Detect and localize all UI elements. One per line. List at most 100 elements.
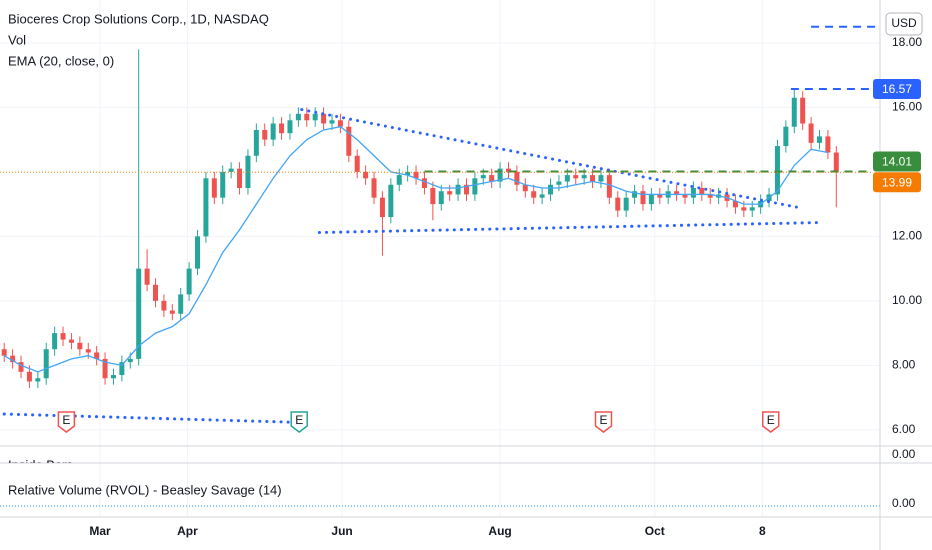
- candle-body: [640, 191, 646, 205]
- price-label: 16.57: [882, 82, 912, 96]
- candle-body: [506, 168, 512, 172]
- candle-body: [253, 129, 259, 156]
- candle-body: [1, 349, 7, 356]
- candle-body: [623, 197, 629, 211]
- candle-body: [354, 155, 360, 172]
- candle-body: [455, 184, 461, 195]
- candle-body: [245, 155, 251, 188]
- candle-body: [152, 284, 158, 301]
- candle-body: [228, 168, 234, 172]
- candle-body: [195, 236, 201, 269]
- candle-body: [77, 342, 83, 350]
- x-tick-label: 8: [759, 524, 766, 538]
- candle-body: [707, 194, 713, 198]
- candle-body: [337, 120, 343, 127]
- candle-body: [816, 136, 822, 143]
- candle-body: [211, 178, 217, 198]
- candle-body: [94, 352, 100, 359]
- candle-body: [279, 123, 285, 134]
- currency-label[interactable]: USD: [891, 16, 917, 30]
- candle-body: [18, 362, 24, 372]
- price-label-box: [873, 79, 921, 99]
- candle-body: [472, 178, 478, 195]
- candle-body: [590, 175, 596, 182]
- candle-body: [438, 191, 444, 205]
- candle-body: [699, 187, 705, 195]
- candle-body: [102, 358, 108, 379]
- earnings-label: E: [62, 413, 70, 427]
- candle-body: [657, 194, 663, 198]
- candle-body: [68, 339, 74, 343]
- earnings-marker: [761, 411, 780, 433]
- price-label-box: [873, 172, 921, 193]
- candle-body: [85, 349, 91, 353]
- candle-body: [833, 152, 839, 173]
- candle-body: [321, 113, 327, 124]
- candle-body: [497, 168, 503, 182]
- candle-body: [220, 171, 226, 198]
- price-label: 13.99: [882, 175, 912, 189]
- chart-title: Bioceres Crop Solutions Corp., 1D, NASDA…: [8, 11, 269, 26]
- candle-body: [186, 268, 192, 295]
- candle-body: [287, 120, 293, 134]
- candle-body: [732, 200, 738, 208]
- candle-body: [26, 371, 32, 382]
- currency-box[interactable]: [885, 12, 923, 36]
- candle-body: [741, 207, 747, 211]
- grid: [0, 0, 880, 517]
- candle-body: [573, 175, 579, 179]
- candle-body: [396, 175, 402, 185]
- candle-body: [615, 197, 621, 211]
- y-tick-label: 10.00: [892, 293, 922, 307]
- plot-area: [1, 49, 839, 424]
- trendline: [317, 221, 825, 234]
- y-tick-label: 18.00: [892, 35, 922, 49]
- candle-body: [556, 181, 562, 185]
- x-tick-label: Mar: [89, 524, 111, 538]
- candle-body: [203, 178, 209, 237]
- candle-body: [178, 294, 184, 314]
- candle-body: [800, 97, 806, 124]
- y-tick-label: 12.00: [892, 229, 922, 243]
- earnings-label: E: [295, 413, 303, 427]
- earnings-label: E: [767, 413, 775, 427]
- candle-body: [791, 97, 797, 127]
- candle-body: [43, 349, 49, 379]
- ema-line: [3, 126, 829, 373]
- candle-body: [581, 175, 587, 179]
- candle-body: [405, 171, 411, 176]
- candle-body: [632, 191, 638, 198]
- candle-body: [522, 184, 528, 192]
- candle-body: [346, 126, 352, 156]
- pane-tick-label: 0.00: [892, 496, 916, 510]
- earnings-marker: [594, 411, 613, 433]
- candle-body: [144, 268, 150, 285]
- candle-body: [447, 191, 453, 195]
- candle-body: [262, 129, 268, 140]
- pane-label: Relative Volume (RVOL) - Beasley Savage …: [8, 482, 282, 497]
- candle-body: [808, 123, 814, 143]
- x-tick-label: Oct: [645, 524, 665, 538]
- candle-body: [10, 355, 16, 363]
- trendline: [300, 108, 801, 210]
- candle-body: [489, 175, 495, 182]
- candle-body: [312, 113, 318, 121]
- x-tick-label: Apr: [177, 524, 198, 538]
- candle-body: [52, 333, 58, 350]
- price-label: 14.01: [882, 155, 912, 169]
- candle-body: [35, 378, 41, 382]
- candle-body: [169, 310, 175, 314]
- candle-body: [421, 178, 427, 188]
- candle-body: [363, 171, 369, 179]
- candle-body: [463, 184, 469, 195]
- y-tick-label: 8.00: [892, 358, 916, 372]
- candle-body: [371, 178, 377, 198]
- candle-body: [127, 358, 133, 363]
- pane-label: Inside Bars: [8, 457, 74, 472]
- candle-body: [136, 268, 142, 359]
- candle-body: [119, 362, 125, 376]
- x-tick-label: Aug: [488, 524, 511, 538]
- candle-body: [270, 123, 276, 140]
